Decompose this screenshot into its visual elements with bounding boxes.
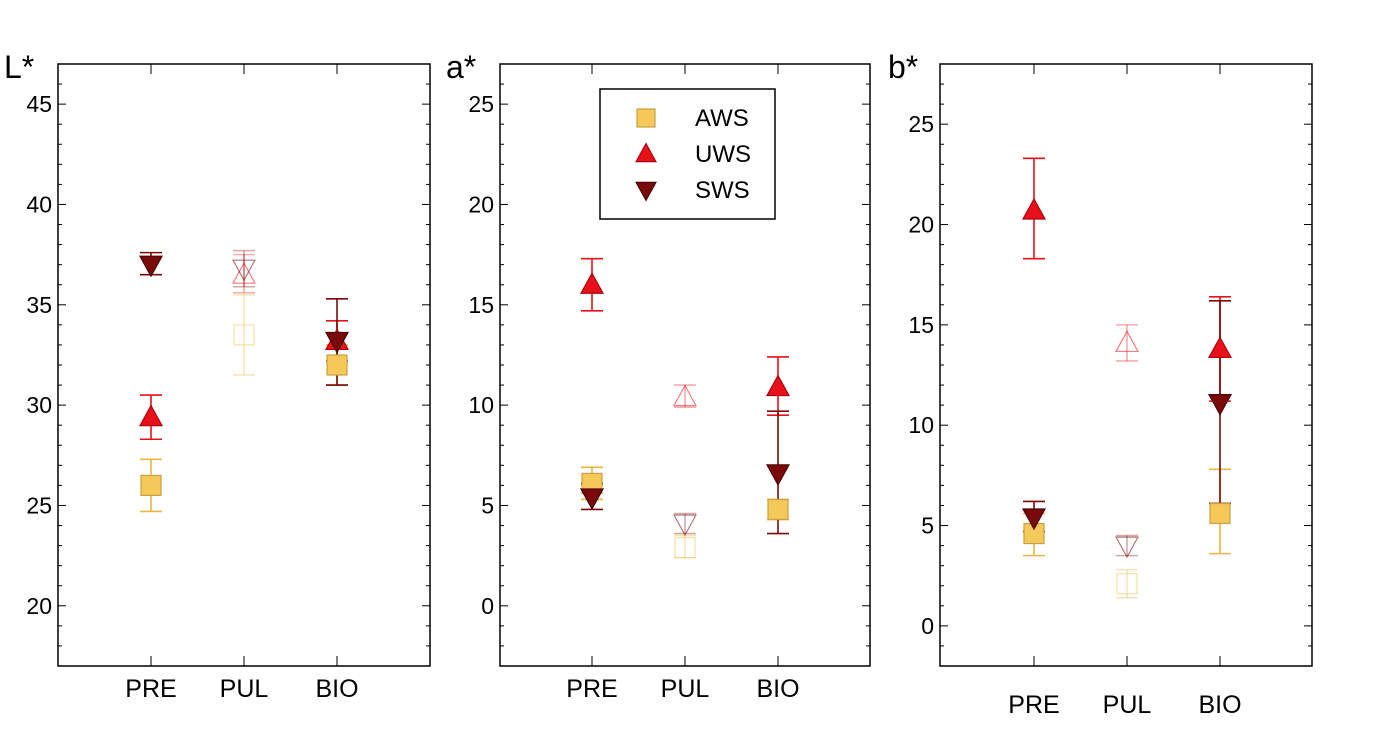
- y-tick-label: 30: [26, 392, 52, 418]
- data-point-sws: [1114, 536, 1140, 559]
- y-tick-label: 5: [921, 513, 934, 539]
- x-category-label: PUL: [220, 675, 269, 703]
- legend-marker-sws: [635, 181, 657, 202]
- y-tick-label: 35: [26, 292, 52, 318]
- data-point-aws: [1209, 502, 1231, 525]
- legend: AWS UWS SWS: [599, 88, 776, 220]
- data-point-sws: [324, 331, 350, 354]
- legend-marker-aws: [636, 108, 656, 128]
- y-tick-label: 10: [908, 412, 934, 438]
- y-tick-label: 40: [26, 191, 52, 217]
- data-point-uws: [138, 404, 164, 427]
- y-tick-label: 5: [481, 492, 494, 518]
- x-category-label: PUL: [1103, 691, 1152, 719]
- data-point-uws: [765, 374, 791, 397]
- panel-label: L*: [4, 49, 34, 85]
- data-point-sws: [765, 464, 791, 487]
- y-tick-label: 15: [908, 312, 934, 338]
- data-point-aws: [767, 498, 789, 521]
- x-category-label: BIO: [1198, 691, 1241, 719]
- y-tick-label: 20: [468, 191, 494, 217]
- panel-2: 0 5 10 15 20 25 b* PRE PUL BIO: [888, 49, 1313, 719]
- data-point-sws: [579, 488, 605, 511]
- y-tick-label: 45: [26, 91, 52, 117]
- x-category-label: PRE: [1008, 691, 1059, 719]
- x-category-label: BIO: [756, 675, 799, 703]
- y-tick-label: 20: [908, 212, 934, 238]
- panel-label: a*: [446, 49, 476, 85]
- data-point-uws: [672, 384, 698, 407]
- data-point-sws: [672, 514, 698, 537]
- data-point-aws: [326, 354, 348, 376]
- legend-label-aws: AWS: [695, 105, 749, 132]
- y-tick-label: 0: [921, 613, 934, 639]
- y-tick-label: 25: [468, 91, 494, 117]
- legend-label-sws: SWS: [695, 177, 750, 204]
- data-point-sws: [138, 255, 164, 278]
- data-point-sws: [231, 259, 257, 282]
- y-tick-label: 25: [908, 111, 934, 137]
- y-tick-label: 25: [26, 492, 52, 518]
- legend-marker-uws: [635, 142, 657, 163]
- y-tick-label: 10: [468, 392, 494, 418]
- panel-label: b*: [888, 49, 918, 85]
- panel-0: 20 25 30 35 40 45 L* PRE PUL BIO: [4, 49, 431, 703]
- legend-box: [599, 88, 776, 220]
- data-point-sws: [1021, 508, 1047, 531]
- data-point-sws: [1207, 394, 1233, 416]
- data-point-uws: [579, 271, 605, 294]
- data-point-aws: [140, 474, 162, 496]
- x-category-label: PRE: [566, 675, 617, 703]
- y-tick-label: 15: [468, 292, 494, 318]
- x-category-label: PRE: [125, 675, 176, 703]
- x-category-label: PUL: [661, 675, 710, 703]
- x-category-label: BIO: [315, 675, 358, 703]
- data-point-uws: [1021, 197, 1047, 220]
- legend-label-uws: UWS: [695, 141, 751, 168]
- y-tick-label: 0: [481, 593, 494, 619]
- data-point-uws: [1114, 330, 1140, 353]
- y-tick-label: 20: [26, 593, 52, 619]
- panel-1: 0 5 10 15 20 25 a* PRE PUL BIO: [446, 49, 871, 703]
- data-point-aws: [674, 537, 696, 559]
- data-point-uws: [231, 261, 257, 284]
- data-point-aws: [233, 324, 255, 346]
- data-point-aws: [1116, 573, 1138, 595]
- data-point-uws: [1207, 336, 1233, 359]
